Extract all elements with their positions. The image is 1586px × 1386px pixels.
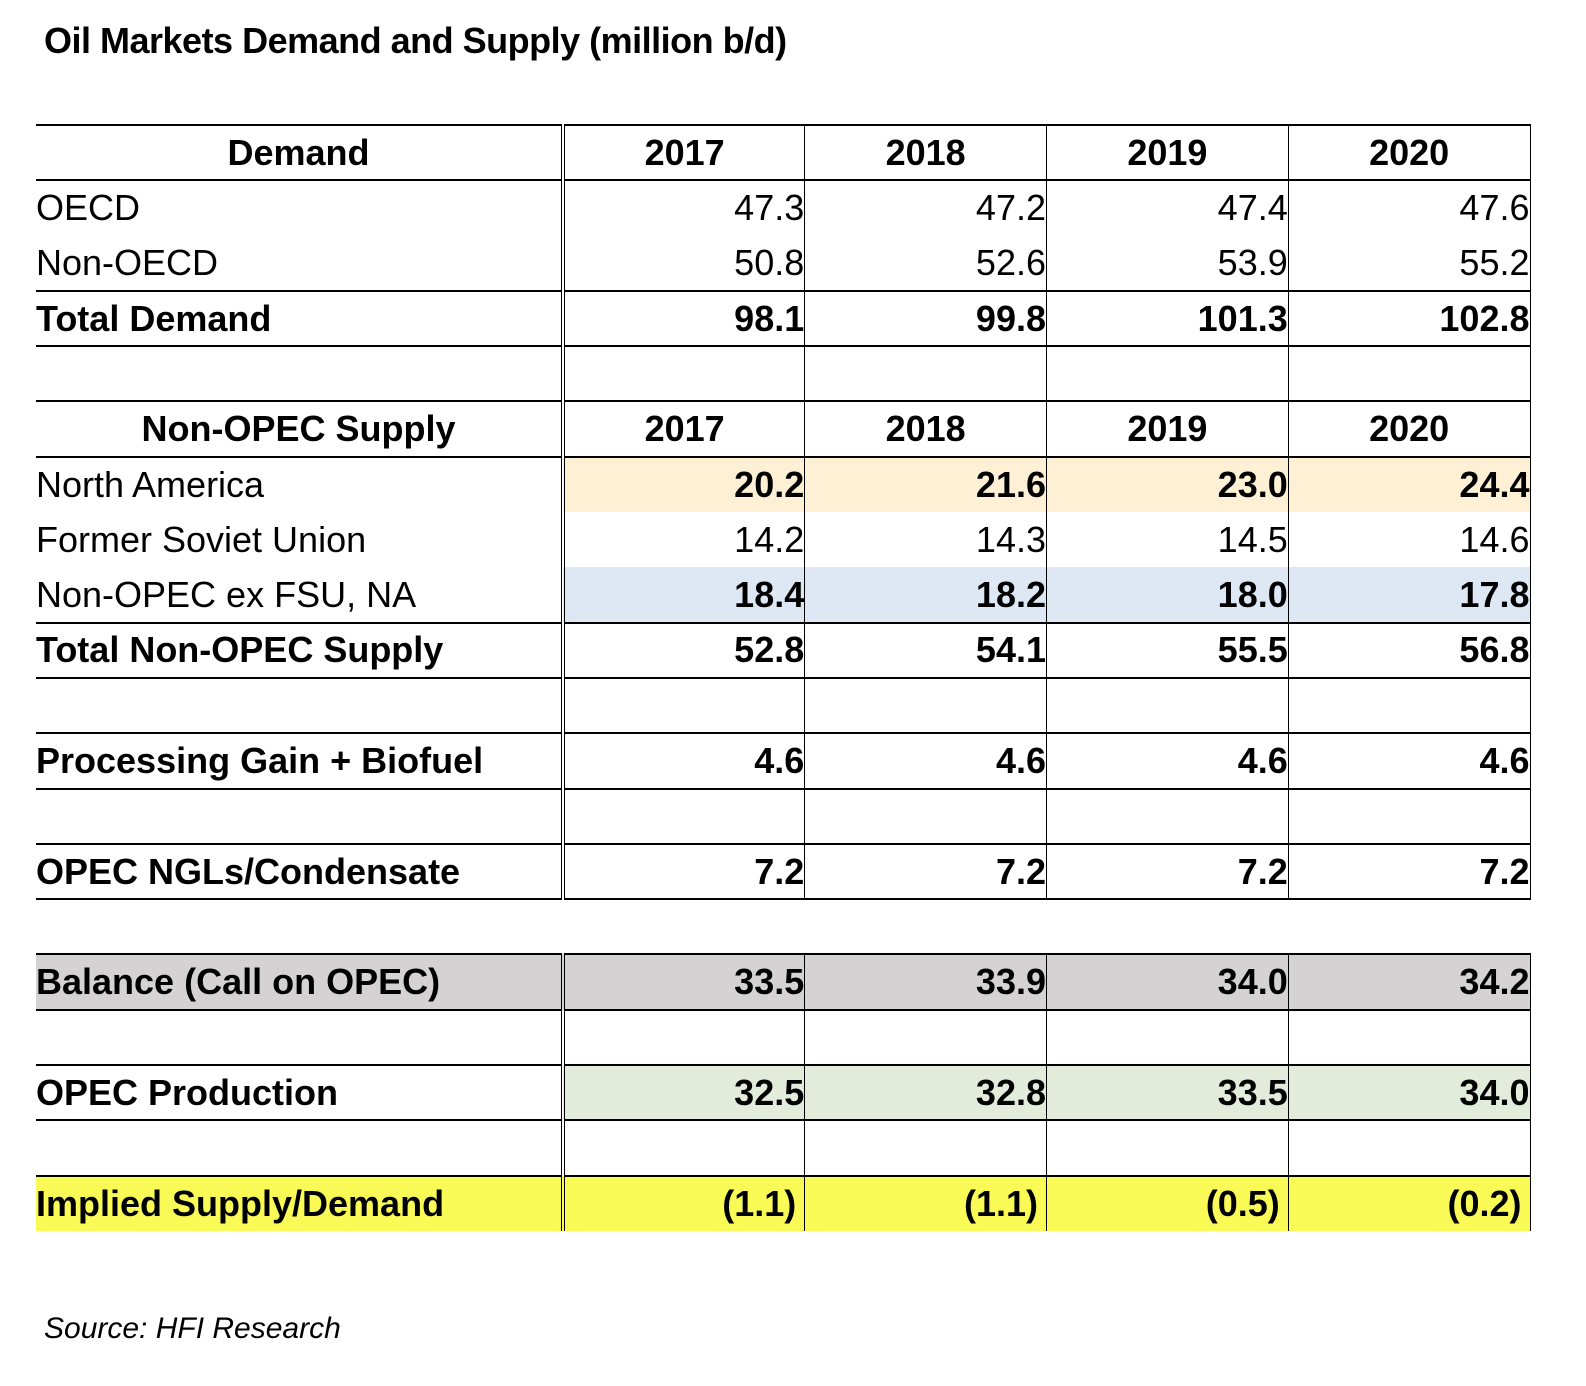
- table-row-opec-ngls: OPEC NGLs/Condensate 7.2 7.2 7.2 7.2: [36, 843, 1531, 901]
- row-label: Processing Gain + Biofuel: [36, 733, 565, 790]
- cell-value: 4.6: [563, 733, 806, 790]
- cell-value: 18.0: [1046, 567, 1289, 623]
- row-label: OECD: [36, 180, 565, 236]
- row-label: North America: [36, 456, 565, 513]
- cell-value: 53.9: [1046, 235, 1289, 291]
- table-row-non-oecd: Non-OECD 50.8 52.6 53.9 55.2: [36, 235, 1531, 291]
- cell-value: 102.8: [1288, 289, 1531, 348]
- cell-value: 34.0: [1046, 953, 1289, 1011]
- cell-value: 20.2: [563, 456, 806, 513]
- year-2020: 2020: [1288, 400, 1531, 458]
- spacer-row: [36, 1120, 1531, 1177]
- cell-value: 101.3: [1046, 289, 1289, 348]
- cell-value: 7.2: [1288, 843, 1531, 901]
- cell-value: 33.5: [1046, 1065, 1289, 1122]
- supply-header: Non-OPEC Supply: [36, 400, 565, 458]
- cell-value: 14.3: [804, 512, 1047, 568]
- cell-value: 47.3: [563, 180, 806, 236]
- cell-value: 18.4: [563, 567, 806, 623]
- cell-value: 34.0: [1288, 1065, 1531, 1122]
- cell-value: 34.2: [1288, 953, 1531, 1011]
- cell-value: 4.6: [1046, 733, 1289, 790]
- year-2017: 2017: [563, 123, 806, 182]
- table-row-fsu: Former Soviet Union 14.2 14.3 14.5 14.6: [36, 512, 1531, 568]
- cell-value: 50.8: [563, 235, 806, 291]
- cell-value: 23.0: [1046, 456, 1289, 513]
- row-label: OPEC Production: [36, 1065, 565, 1122]
- table-title: Oil Markets Demand and Supply (million b…: [44, 20, 787, 61]
- cell-value: 33.9: [804, 953, 1047, 1011]
- spacer-row: [36, 677, 1531, 735]
- table-row-north-america: North America 20.2 21.6 23.0 24.4: [36, 456, 1531, 513]
- cell-value: 32.8: [804, 1065, 1047, 1122]
- cell-value: 98.1: [563, 289, 806, 348]
- cell-value: (0.2): [1288, 1175, 1531, 1231]
- cell-value: 47.6: [1288, 180, 1531, 236]
- year-2020: 2020: [1288, 123, 1531, 182]
- row-label: Non-OPEC ex FSU, NA: [36, 567, 565, 623]
- cell-value: 55.2: [1288, 235, 1531, 291]
- table-row-total-non-opec: Total Non-OPEC Supply 52.8 54.1 55.5 56.…: [36, 621, 1531, 679]
- demand-header: Demand: [36, 123, 565, 182]
- cell-value: 14.2: [563, 512, 806, 568]
- row-label: OPEC NGLs/Condensate: [36, 843, 565, 901]
- table-row-total-demand: Total Demand 98.1 99.8 101.3 102.8: [36, 289, 1531, 348]
- cell-value: 47.2: [804, 180, 1047, 236]
- cell-value: 17.8: [1288, 567, 1531, 623]
- spacer-row: [36, 788, 1531, 845]
- source-note: Source: HFI Research: [44, 1312, 341, 1345]
- cell-value: 32.5: [563, 1065, 806, 1122]
- row-label: Total Demand: [36, 289, 565, 348]
- year-2018: 2018: [804, 400, 1047, 458]
- cell-value: 33.5: [563, 953, 806, 1011]
- cell-value: 4.6: [1288, 733, 1531, 790]
- cell-value: 7.2: [563, 843, 806, 901]
- table-row-implied: Implied Supply/Demand (1.1) (1.1) (0.5) …: [36, 1175, 1531, 1231]
- cell-value: 21.6: [804, 456, 1047, 513]
- cell-value: 52.8: [563, 621, 806, 679]
- cell-value: 54.1: [804, 621, 1047, 679]
- demand-header-row: Demand 2017 2018 2019 2020: [36, 123, 1531, 182]
- spacer-row: [36, 899, 1530, 954]
- row-label: Non-OECD: [36, 235, 565, 291]
- cell-value: 52.6: [804, 235, 1047, 291]
- oil-balance-table: Demand 2017 2018 2019 2020 OECD 47.3 47.…: [36, 123, 1531, 1231]
- row-label: Balance (Call on OPEC): [36, 953, 565, 1011]
- row-label: Former Soviet Union: [36, 512, 565, 568]
- supply-header-row: Non-OPEC Supply 2017 2018 2019 2020: [36, 400, 1531, 458]
- cell-value: 47.4: [1046, 180, 1289, 236]
- table-row-balance: Balance (Call on OPEC) 33.5 33.9 34.0 34…: [36, 953, 1531, 1011]
- table-row-non-opec-ex: Non-OPEC ex FSU, NA 18.4 18.2 18.0 17.8: [36, 567, 1531, 623]
- cell-value: 56.8: [1288, 621, 1531, 679]
- cell-value: 24.4: [1288, 456, 1531, 513]
- cell-value: 14.6: [1288, 512, 1531, 568]
- cell-value: 99.8: [804, 289, 1047, 348]
- row-label: Total Non-OPEC Supply: [36, 621, 565, 679]
- table-row-oecd: OECD 47.3 47.2 47.4 47.6: [36, 180, 1531, 236]
- cell-value: 7.2: [804, 843, 1047, 901]
- year-2019: 2019: [1046, 123, 1289, 182]
- cell-value: 55.5: [1046, 621, 1289, 679]
- cell-value: 14.5: [1046, 512, 1289, 568]
- row-label: Implied Supply/Demand: [36, 1175, 565, 1231]
- year-2018: 2018: [804, 123, 1047, 182]
- spacer-row: [36, 1009, 1531, 1067]
- cell-value: 18.2: [804, 567, 1047, 623]
- cell-value: (1.1): [804, 1175, 1047, 1231]
- year-2019: 2019: [1046, 400, 1289, 458]
- table-row-opec-production: OPEC Production 32.5 32.8 33.5 34.0: [36, 1065, 1531, 1122]
- cell-value: 4.6: [804, 733, 1047, 790]
- spacer-row: [36, 346, 1531, 402]
- table-row-processing-gain: Processing Gain + Biofuel 4.6 4.6 4.6 4.…: [36, 733, 1531, 790]
- cell-value: (1.1): [563, 1175, 806, 1231]
- cell-value: 7.2: [1046, 843, 1289, 901]
- cell-value: (0.5): [1046, 1175, 1289, 1231]
- year-2017: 2017: [563, 400, 806, 458]
